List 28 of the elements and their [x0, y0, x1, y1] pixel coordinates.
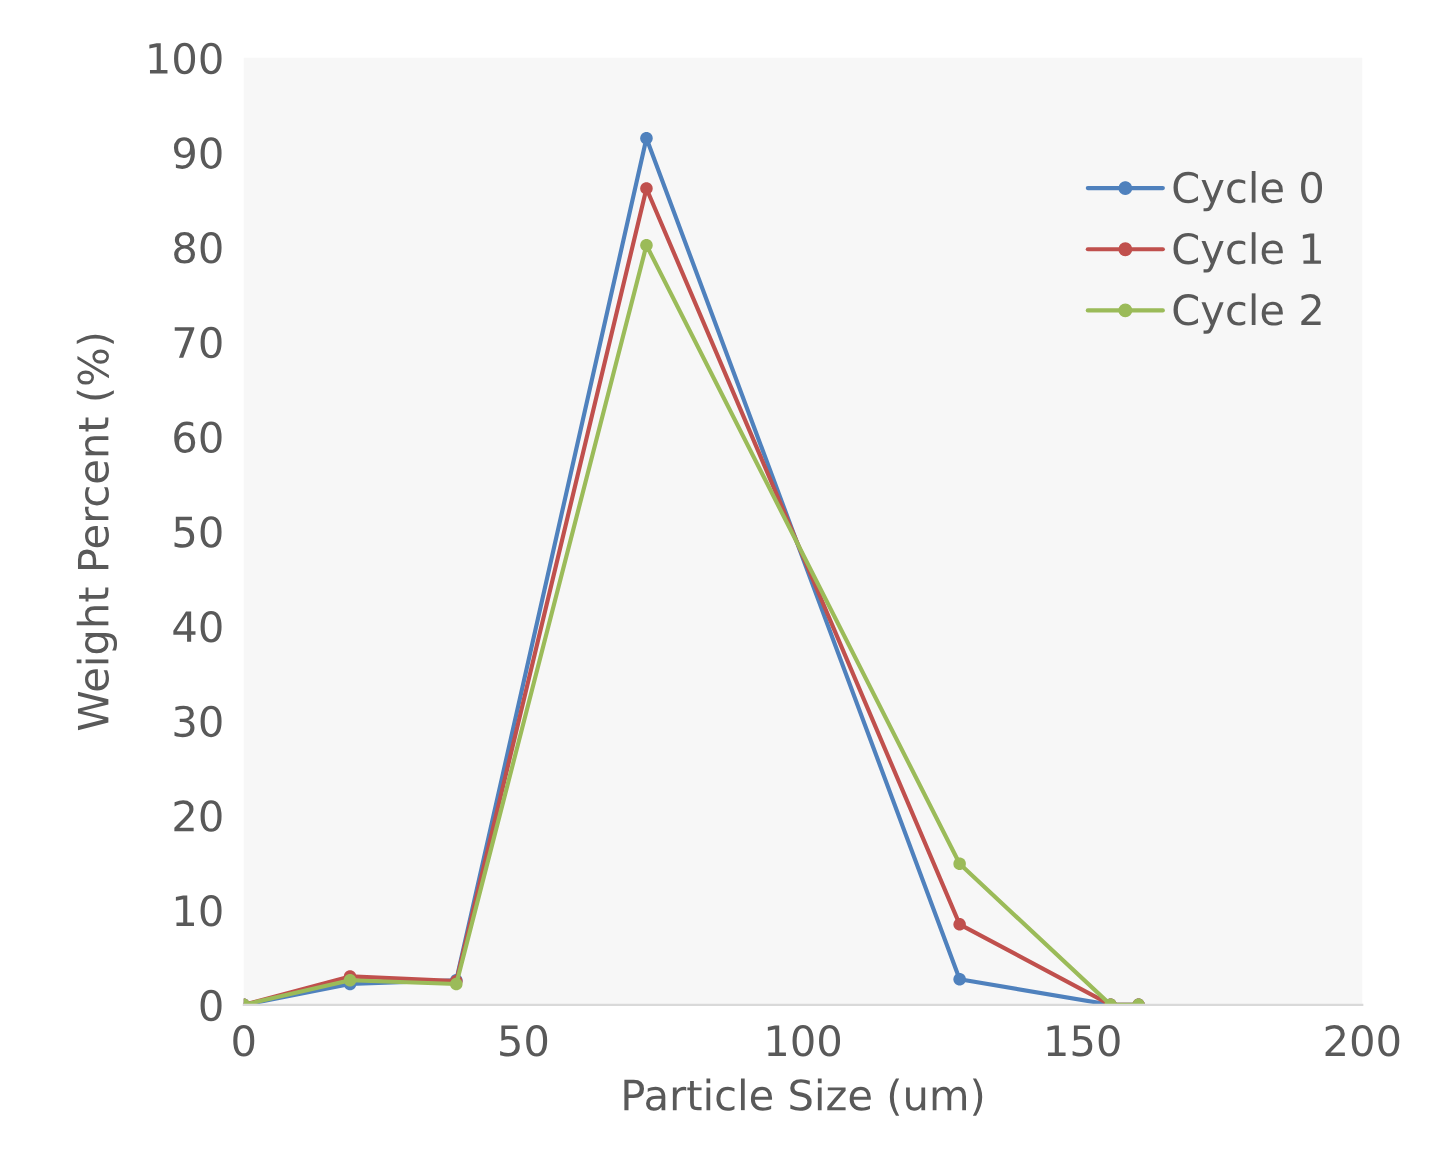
x-tick-label: 100: [767, 1025, 841, 1057]
x-tick-label: 0: [233, 1025, 255, 1057]
point: [343, 973, 357, 987]
point: [953, 973, 966, 986]
point: [953, 857, 966, 870]
x-tick-label: 150: [1047, 1025, 1120, 1057]
y-tick-label: 20: [174, 800, 222, 832]
y-tick-label: 0: [200, 989, 222, 1022]
y-tick-label: 10: [175, 895, 222, 927]
y-tick-label: 80: [174, 232, 222, 264]
legend-label: Cycle 0: [1173, 171, 1323, 212]
y-tick-label: 70: [174, 326, 222, 359]
y-tick-label: 40: [173, 610, 222, 643]
legend-label: Cycle 2: [1173, 293, 1321, 334]
point: [640, 132, 653, 145]
y-tick-label: 30: [174, 705, 222, 738]
legend-label: Cycle 1: [1173, 232, 1321, 273]
y-tick-label: 60: [174, 421, 222, 454]
point: [640, 182, 653, 195]
point: [640, 239, 653, 252]
x-tick-label: 50: [500, 1025, 548, 1057]
y-tick-label: 100: [149, 42, 222, 75]
y-axis-title: Weight Percent (%): [76, 334, 118, 731]
point: [953, 918, 966, 931]
y-tick-label: 50: [174, 516, 222, 548]
x-tick-label: 200: [1325, 1025, 1400, 1057]
x-axis-title: Particle Size (um): [624, 1078, 983, 1116]
y-tick-label: 90: [173, 137, 222, 169]
